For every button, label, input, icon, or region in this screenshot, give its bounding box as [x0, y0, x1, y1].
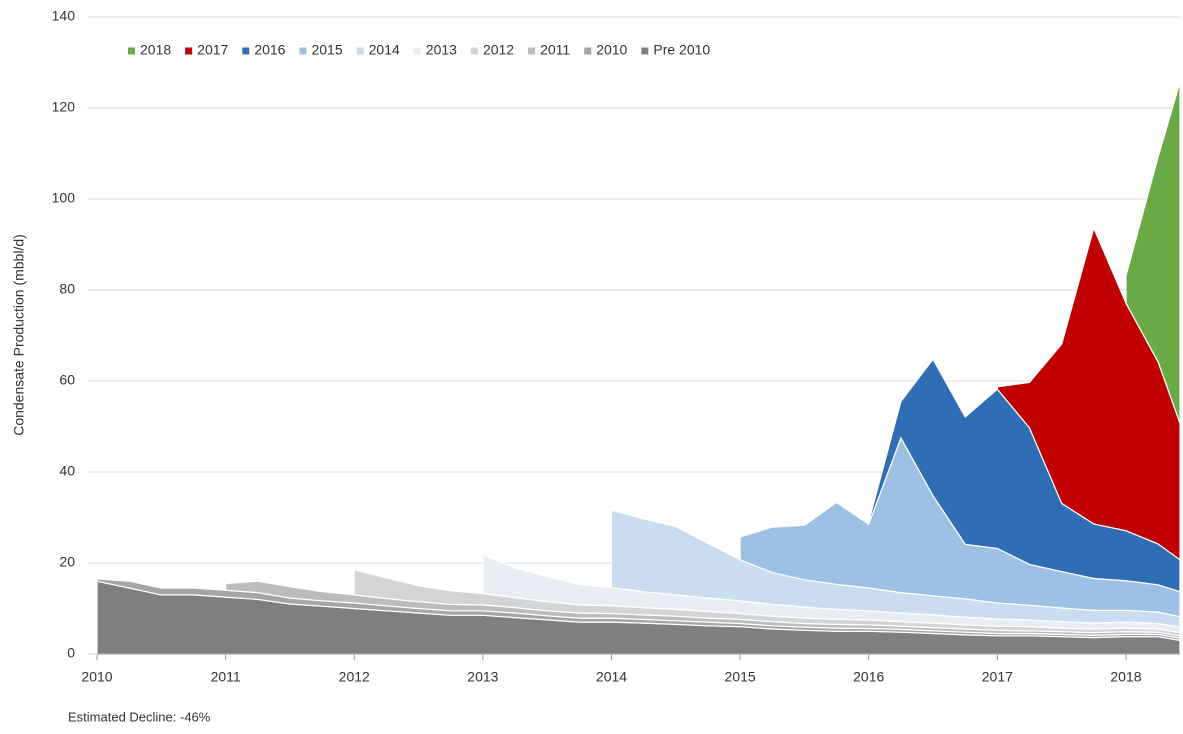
- legend-label: 2017: [197, 42, 228, 58]
- legend-label: 2016: [254, 42, 285, 58]
- legend-marker: [641, 47, 649, 55]
- legend-label: 2010: [596, 42, 627, 58]
- legend-marker: [299, 47, 307, 55]
- y-tick-label: 20: [59, 554, 75, 570]
- legend-label: 2014: [369, 42, 400, 58]
- legend: 2018 2017 2016 2015 2014 2013 2012 2011 2010 Pre …: [128, 42, 710, 58]
- y-tick-label: 140: [52, 8, 76, 24]
- legend-marker: [413, 47, 421, 55]
- legend-label: 2018: [140, 42, 171, 58]
- legend-marker: [128, 47, 135, 55]
- y-tick-label: 100: [52, 190, 76, 206]
- area: [996, 226, 1181, 561]
- x-tick-label: 2015: [725, 669, 756, 685]
- y-axis-label: Condensate Production (mbbl/d): [11, 234, 27, 436]
- y-tick-label: 0: [67, 645, 75, 661]
- legend-marker: [185, 47, 193, 55]
- x-tick-label: 2013: [467, 669, 498, 685]
- x-tick-label: 2010: [81, 669, 112, 685]
- y-tick-label: 120: [52, 99, 76, 115]
- y-tick-label: 40: [59, 463, 75, 479]
- y-tick-label: 60: [59, 372, 75, 388]
- annotation: Estimated Decline: -46%: [68, 709, 211, 724]
- x-tick-label: 2014: [596, 669, 627, 685]
- y-tick-label: 80: [59, 281, 75, 297]
- area: [1125, 81, 1181, 424]
- legend-marker: [356, 47, 364, 55]
- x-tick-label: 2012: [339, 669, 370, 685]
- legend-marker: [584, 47, 592, 55]
- area: [868, 358, 1181, 593]
- legend-label: 2011: [540, 42, 570, 58]
- legend-marker: [242, 47, 250, 55]
- legend-label: 2015: [311, 42, 342, 58]
- x-tick-label: 2018: [1110, 669, 1141, 685]
- legend-label: Pre 2010: [653, 42, 710, 58]
- x-tick-label: 2011: [211, 669, 241, 685]
- legend-marker: [470, 47, 478, 55]
- legend-label: 2012: [483, 42, 514, 58]
- legend-label: 2013: [426, 42, 457, 58]
- x-tick-label: 2016: [853, 669, 884, 685]
- legend-marker: [528, 47, 536, 55]
- x-tick-label: 2017: [982, 669, 1013, 685]
